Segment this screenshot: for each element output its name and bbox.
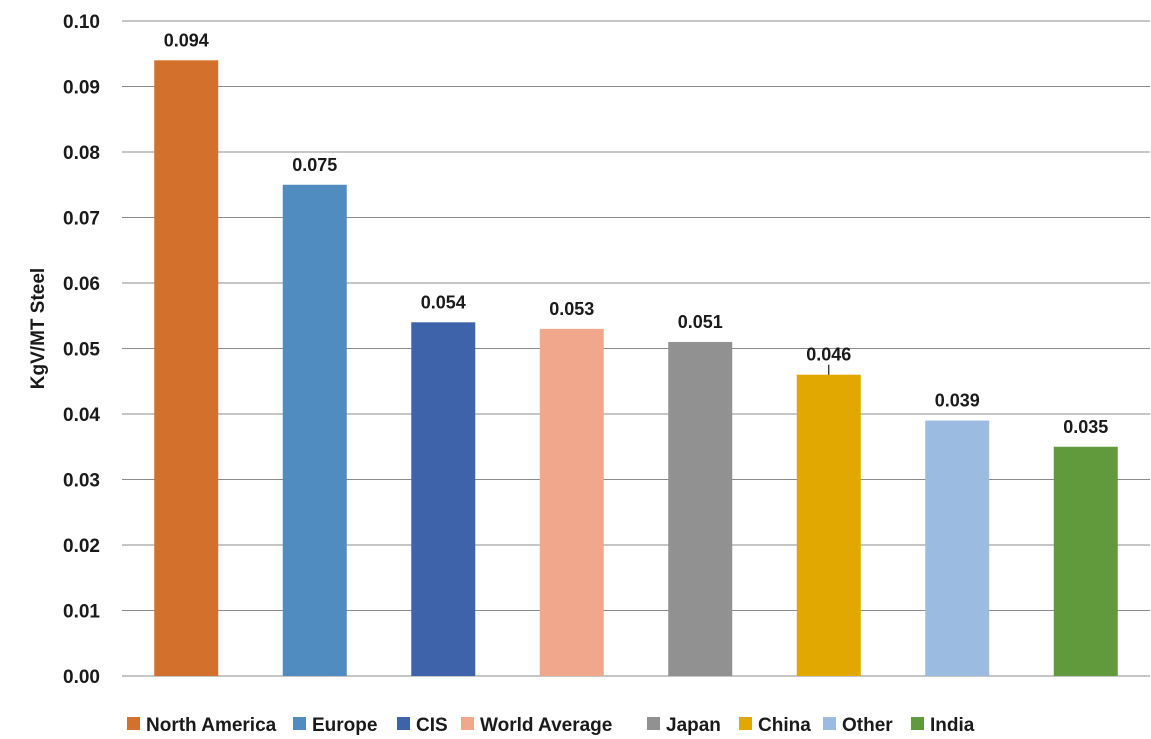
data-label: 0.053 [549, 299, 594, 319]
y-tick-label: 0.03 [63, 471, 100, 492]
data-labels: 0.094 0.075 0.054 0.053 0.051 0.046 0.039 0.035 [164, 30, 1109, 436]
y-tick-label: 0.04 [63, 405, 100, 426]
y-tick-label: 0.09 [63, 78, 100, 99]
legend-label: Other [842, 715, 893, 736]
legend-label: CIS [416, 715, 448, 736]
y-tick-label: 0.01 [63, 602, 100, 623]
bar [925, 420, 990, 676]
legend-swatch [739, 717, 752, 730]
legend-swatch [823, 717, 836, 730]
legend-label: North America [146, 715, 277, 736]
bars [154, 60, 1118, 677]
y-tick-label: 0.00 [63, 667, 100, 688]
bar [539, 328, 604, 676]
data-label: 0.046 [806, 345, 851, 365]
bar [411, 322, 476, 676]
legend-label: World Average [480, 715, 612, 736]
y-tick-label: 0.06 [63, 274, 100, 295]
y-axis-title: KgV/MT Steel [28, 268, 49, 389]
y-tick-label: 0.08 [63, 143, 100, 164]
y-tick-label: 0.05 [63, 340, 100, 361]
data-label: 0.039 [935, 391, 980, 411]
legend-swatch [127, 717, 140, 730]
data-label: 0.094 [164, 30, 209, 50]
bar [668, 341, 733, 676]
bar [796, 374, 861, 676]
bar [282, 184, 347, 676]
legend-swatch [911, 717, 924, 730]
legend-swatch [293, 717, 306, 730]
data-label: 0.035 [1063, 417, 1108, 437]
legend-swatch [397, 717, 410, 730]
legend-swatch [647, 717, 660, 730]
gridlines [122, 20, 1150, 677]
y-tick-label: 0.07 [63, 209, 100, 230]
legend-label: Europe [312, 715, 377, 736]
legend-label: India [930, 715, 975, 736]
legend-label: China [758, 715, 811, 736]
data-label: 0.075 [292, 155, 337, 175]
data-label: 0.054 [421, 292, 466, 312]
legend-swatch [461, 717, 474, 730]
y-tick-label: 0.02 [63, 536, 100, 557]
legend: North America Europe CIS World Average Japan… [127, 715, 975, 736]
y-tick-label: 0.10 [63, 12, 100, 33]
y-axis-ticks: 0.00 0.01 0.02 0.03 0.04 0.05 0.06 0.07 0.08 0.09… [63, 12, 100, 688]
bar [154, 60, 219, 677]
bar [1053, 446, 1118, 676]
data-label: 0.051 [678, 312, 723, 332]
legend-label: Japan [666, 715, 721, 736]
